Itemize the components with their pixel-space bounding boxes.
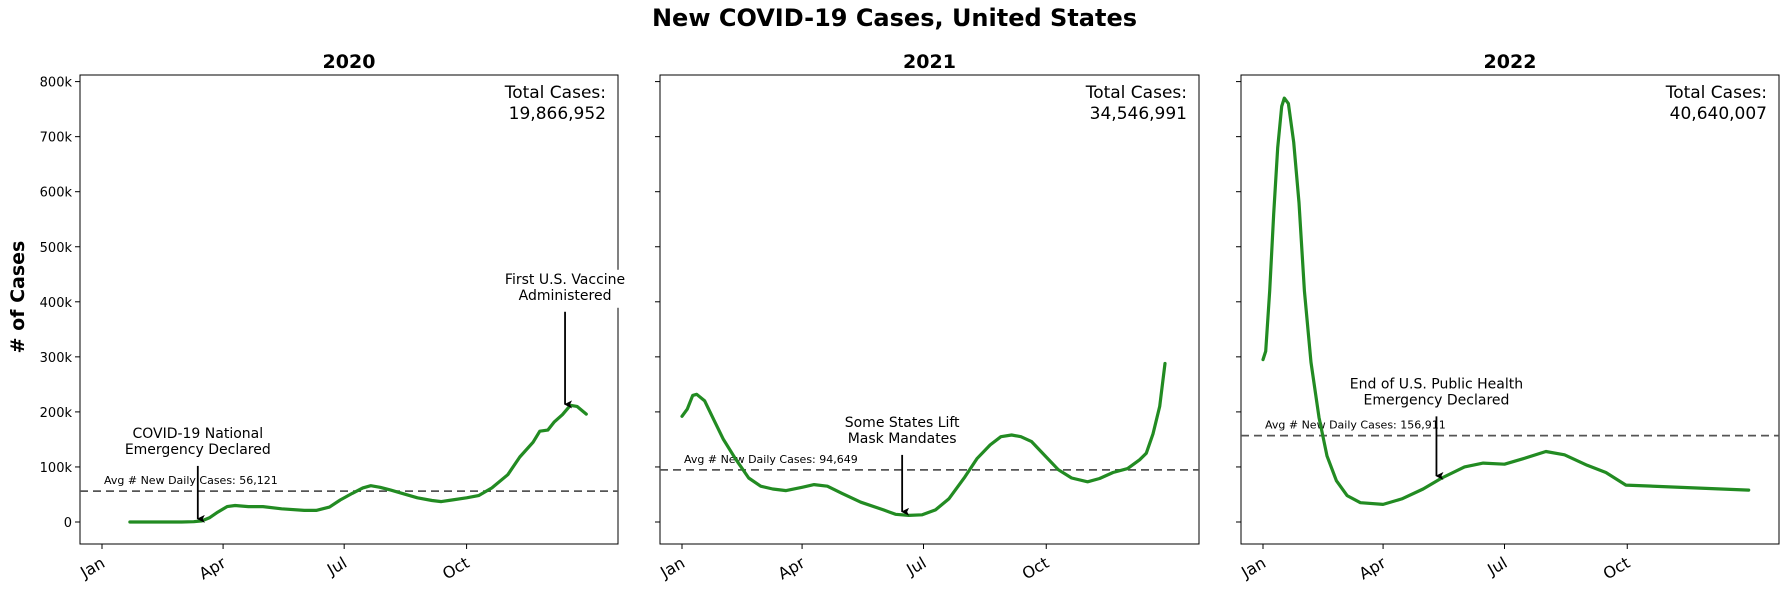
annotation-text: COVID-19 National	[132, 426, 263, 442]
panel-2020: 2020 0 100k 200k 300k 400k 500k 600k 700k 800k Jan…	[40, 51, 641, 584]
y-tick-label: 200k	[40, 406, 73, 421]
y-tick-label: 400k	[40, 296, 73, 311]
annotation-text: End of U.S. Public Health	[1350, 376, 1523, 392]
x-tick-label: Jan	[656, 553, 688, 582]
y-tick-label: 100k	[40, 461, 73, 476]
panel-2021: 2021 Jan Apr Jul Oct Avg # New Daily Cases: 9…	[655, 51, 1200, 584]
plot-frame	[1240, 74, 1780, 545]
panel-2022: 2022 Jan Apr Jul Oct Avg # New Daily Cases: 1…	[1236, 51, 1780, 584]
x-tick-label: Jan	[76, 553, 108, 582]
total-cases-value: 34,546,991	[1090, 104, 1187, 124]
y-axis-label: # of Cases	[7, 241, 29, 354]
annotation-text: Administered	[519, 288, 612, 304]
average-label: Avg # New Daily Cases: 156,911	[1265, 419, 1446, 432]
annotation-box	[490, 269, 641, 308]
y-tick-label: 0	[64, 516, 72, 531]
annotation-text: Mask Mandates	[848, 431, 957, 447]
total-cases-value: 19,866,952	[509, 104, 606, 124]
annotation-box	[122, 423, 273, 462]
x-tick-label: Apr	[196, 553, 230, 584]
annotation-box	[1361, 374, 1512, 413]
series-line	[1261, 96, 1751, 506]
total-cases-label: Total Cases:	[1085, 83, 1187, 103]
annotation-text: Emergency Declared	[125, 442, 271, 458]
y-tick-label: 600k	[40, 186, 73, 201]
annotation-box	[827, 412, 978, 451]
average-label: Avg # New Daily Cases: 94,649	[684, 453, 858, 466]
x-tick-label: Jul	[902, 553, 929, 580]
y-tick-label: 800k	[40, 76, 73, 91]
annotation-text: Some States Lift	[845, 415, 960, 431]
total-cases-label: Total Cases:	[1665, 83, 1767, 103]
panel-title: 2022	[1484, 51, 1537, 73]
average-label: Avg # New Daily Cases: 56,121	[104, 474, 278, 487]
y-tick-label: 700k	[40, 131, 73, 146]
annotation-text: Emergency Declared	[1363, 392, 1509, 408]
x-tick-label: Apr	[775, 553, 809, 584]
plot-frame	[659, 74, 1200, 545]
x-tick-label: Jan	[1237, 553, 1269, 582]
x-tick-label: Oct	[1019, 553, 1052, 583]
x-tick-label: Jul	[1483, 553, 1510, 580]
total-cases-label: Total Cases:	[504, 83, 606, 103]
y-tick-label: 500k	[40, 241, 73, 256]
chart-title: New COVID-19 Cases, United States	[651, 4, 1138, 32]
series-line	[680, 361, 1167, 518]
x-tick-label: Oct	[1600, 553, 1633, 583]
x-tick-label: Jul	[323, 553, 350, 580]
annotation-text: First U.S. Vaccine	[505, 272, 625, 288]
plot-frame	[79, 74, 619, 545]
series-line	[128, 403, 588, 524]
y-tick-label: 300k	[40, 351, 73, 366]
total-cases-value: 40,640,007	[1670, 104, 1767, 124]
panel-title: 2021	[903, 51, 956, 73]
x-tick-label: Apr	[1356, 553, 1390, 584]
x-tick-label: Oct	[439, 553, 472, 583]
panel-title: 2020	[323, 51, 376, 73]
